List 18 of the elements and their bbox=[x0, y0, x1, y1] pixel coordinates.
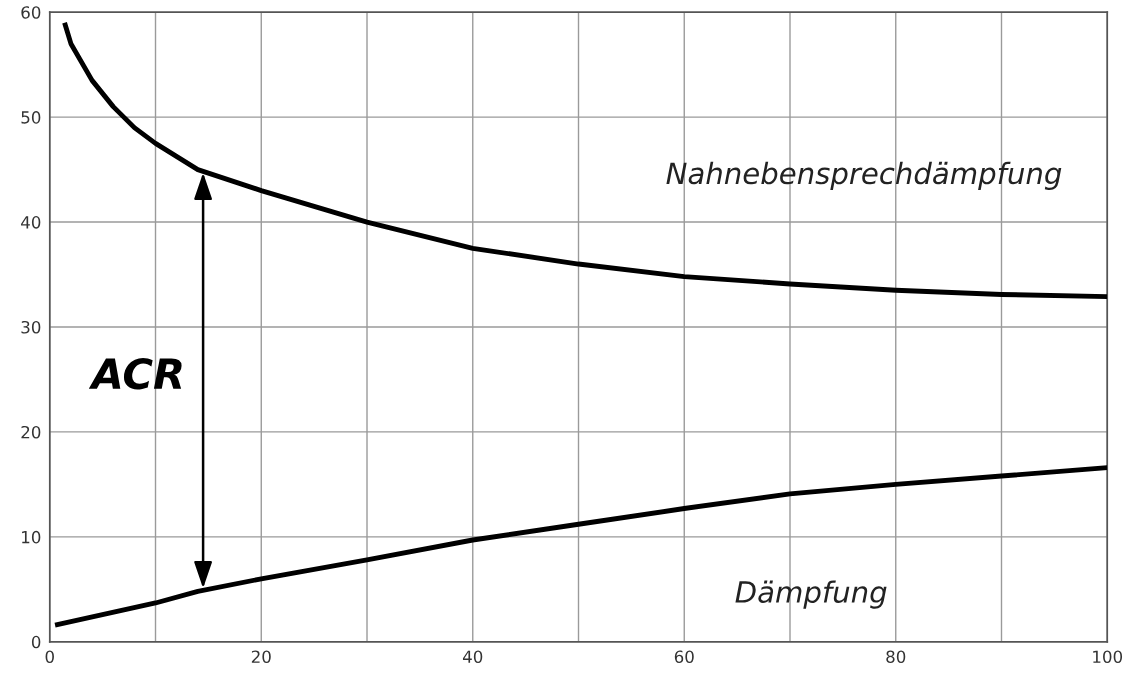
line-series bbox=[52, 465, 1108, 628]
x-tick-label: 80 bbox=[886, 650, 906, 664]
text: Dämpfung bbox=[735, 580, 887, 609]
y-tick-label: 50 bbox=[21, 111, 41, 124]
annotation: ACR bbox=[88, 357, 182, 390]
y-tick-label: 0 bbox=[31, 635, 41, 649]
text: Nahnebensprechdämpfung bbox=[666, 161, 1062, 190]
x-tick-label: 40 bbox=[462, 650, 483, 664]
x-tick-label: 0 bbox=[45, 650, 54, 664]
x-tick-label: 20 bbox=[251, 650, 271, 664]
y-tick-label: 10 bbox=[22, 530, 41, 544]
line-series bbox=[62, 20, 1108, 299]
y-tick-label: 20 bbox=[21, 425, 41, 439]
y-tick-label: 30 bbox=[21, 320, 41, 334]
y-tick-label: 40 bbox=[21, 216, 41, 229]
y-tick-label: 60 bbox=[21, 6, 41, 19]
x-tick-label: 60 bbox=[674, 650, 694, 664]
x-tick-label: 100 bbox=[1093, 650, 1123, 664]
